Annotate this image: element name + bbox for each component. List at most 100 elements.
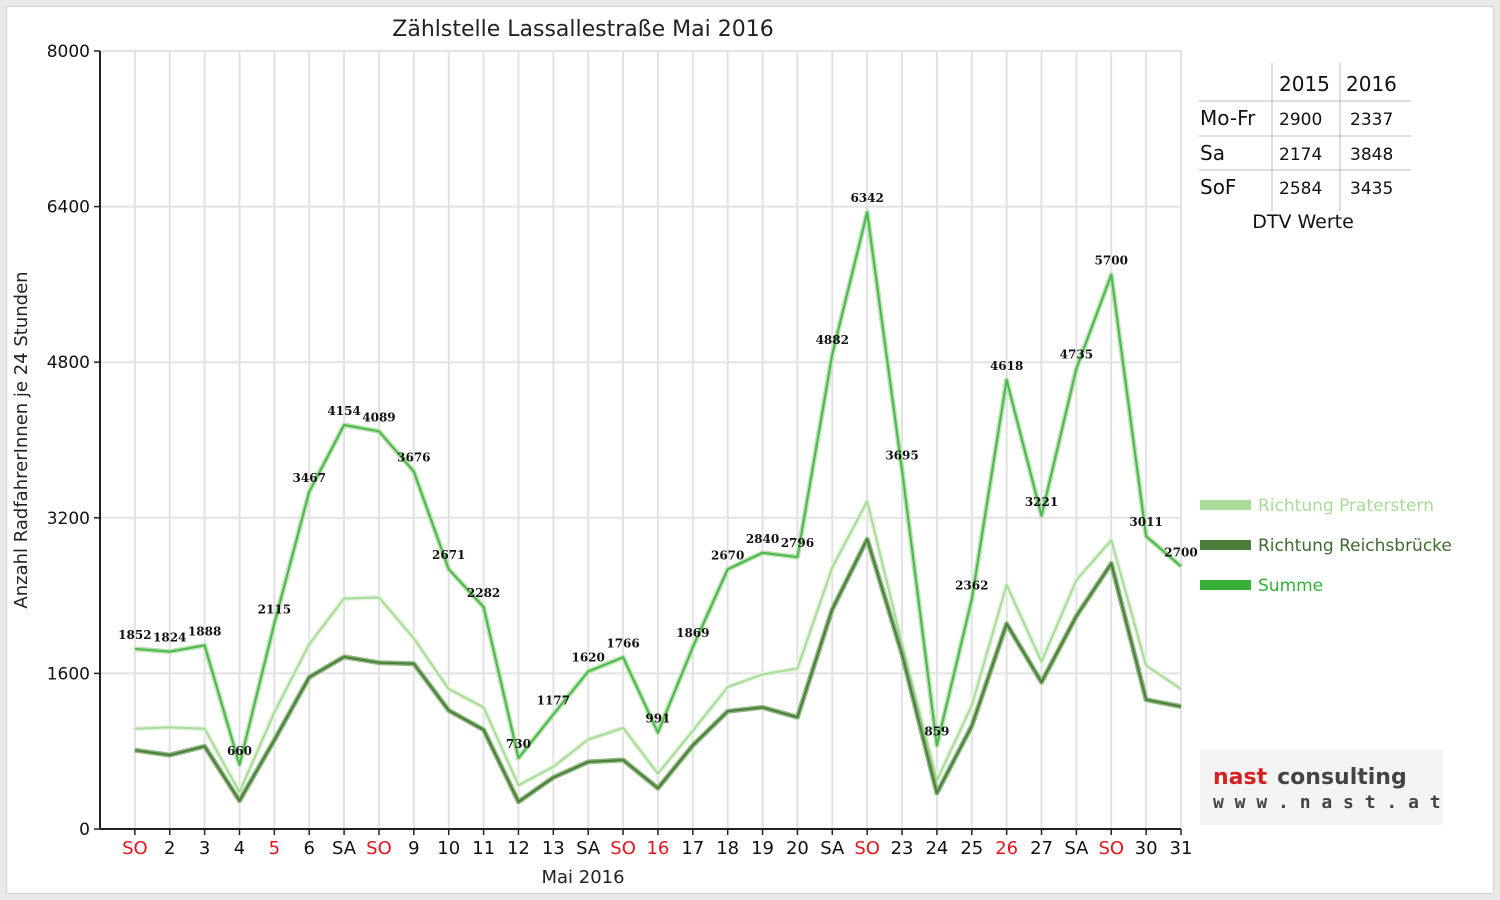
data-label: 3221 [1025, 495, 1058, 509]
data-label: 4735 [1060, 348, 1093, 362]
x-tick-label: SO [610, 838, 636, 859]
y-tick-label: 0 [79, 820, 90, 840]
data-label: 4618 [990, 359, 1023, 373]
data-label: 1766 [606, 636, 639, 650]
data-label: 4882 [816, 333, 849, 347]
table-cell: 3848 [1350, 145, 1393, 165]
data-label: 2840 [746, 532, 779, 546]
x-tick-label: SA [576, 838, 601, 859]
x-tick-label: SA [332, 838, 357, 859]
data-label: 1852 [118, 628, 151, 642]
data-label: 4154 [327, 404, 360, 418]
x-tick-label: 18 [716, 838, 739, 859]
data-label: 2282 [467, 586, 500, 600]
x-tick-label: 20 [786, 838, 809, 859]
logo-url: w w w . n a s t . a t [1213, 792, 1441, 813]
x-tick-label: SO [366, 838, 392, 859]
legend-swatch-praterstern [1200, 500, 1251, 510]
data-label: 3011 [1129, 515, 1162, 529]
table-caption: DTV Werte [1252, 211, 1354, 233]
y-axis-title: Anzahl RadfahrerInnen je 24 Stunden [11, 271, 32, 608]
x-tick-label: SA [820, 838, 845, 859]
data-label: 1177 [537, 694, 570, 708]
data-label: 730 [506, 737, 531, 751]
data-label: 859 [924, 724, 949, 738]
data-label: 2796 [781, 536, 814, 550]
series-lines [134, 209, 1183, 805]
legend-swatch-summe [1200, 580, 1251, 590]
series-line-summe [134, 211, 1182, 766]
dtv-table: 2015 2016 Mo-Fr 2900 2337 Sa 2174 3848 S… [1199, 63, 1411, 233]
x-axis-title: Mai 2016 [541, 867, 624, 888]
x-tick-label: 26 [995, 838, 1018, 859]
x-tick-label: 4 [234, 838, 245, 859]
x-tick-label: SA [1064, 838, 1089, 859]
x-tick-label: 16 [646, 838, 669, 859]
data-label: 2362 [955, 578, 988, 592]
chart-svg: 0 1600 3200 4800 6400 8000 SO 2 3 4 5 6 SA SO 9 10 11 12 1… [11, 17, 1452, 888]
data-label: 1824 [153, 631, 186, 645]
data-label: 1888 [188, 624, 221, 638]
x-tick-label: 5 [269, 838, 280, 859]
data-label: 660 [227, 744, 252, 758]
data-label: 3695 [885, 449, 918, 463]
x-tick-label: 27 [1030, 838, 1053, 859]
x-tick-label: 17 [681, 838, 704, 859]
table-header-2016: 2016 [1346, 72, 1397, 96]
table-cell: 2900 [1279, 110, 1322, 130]
x-tick-label: 9 [408, 838, 419, 859]
series-line-praterstern [134, 500, 1182, 793]
data-label: 1869 [676, 626, 709, 640]
data-labels: 1852 1824 1888 660 2115 3467 4154 4089 3676 2671 2… [118, 191, 1198, 758]
y-tick-label: 4800 [47, 353, 90, 373]
x-tick-label: 31 [1170, 838, 1193, 859]
series-line-reichsbruecke [134, 538, 1182, 803]
x-tick-label: 25 [960, 838, 983, 859]
axes: 0 1600 3200 4800 6400 8000 SO 2 3 4 5 6 SA SO 9 10 11 12 1… [47, 42, 1193, 859]
data-label: 5700 [1095, 254, 1128, 268]
table-row-label: SoF [1200, 175, 1236, 199]
chart-frame: 0 1600 3200 4800 6400 8000 SO 2 3 4 5 6 SA SO 9 10 11 12 1… [6, 6, 1494, 894]
logo-wordmark: nast consulting [1213, 765, 1407, 790]
data-label: 2670 [711, 548, 744, 562]
x-tick-label: 23 [891, 838, 914, 859]
legend-label-reichsbruecke: Richtung Reichsbrücke [1258, 536, 1452, 556]
table-cell: 2584 [1279, 179, 1322, 199]
x-tick-label: SO [854, 838, 880, 859]
x-tick-label: 11 [472, 838, 495, 859]
data-label: 4089 [362, 410, 395, 424]
x-tick-label: 13 [542, 838, 565, 859]
table-cell: 3435 [1350, 179, 1393, 199]
legend: Richtung Praterstern Richtung Reichsbrüc… [1200, 496, 1452, 596]
chart-title: Zählstelle Lassallestraße Mai 2016 [392, 17, 773, 42]
x-tick-label: 30 [1135, 838, 1158, 859]
grid [100, 50, 1182, 829]
y-tick-label: 1600 [47, 664, 90, 684]
data-label: 3467 [293, 471, 326, 485]
x-tick-label: 24 [925, 838, 948, 859]
table-cell: 2337 [1350, 110, 1393, 130]
data-label: 2700 [1164, 545, 1197, 559]
data-label: 991 [645, 712, 670, 726]
table-header-2015: 2015 [1279, 72, 1330, 96]
data-label: 2671 [432, 548, 465, 562]
logo-background [1200, 750, 1443, 825]
data-label: 3676 [397, 451, 430, 465]
nast-consulting-logo: nast consulting w w w . n a s t . a t [1200, 750, 1443, 825]
x-tick-label: 19 [751, 838, 774, 859]
y-tick-label: 6400 [47, 198, 90, 218]
table-cell: 2174 [1279, 145, 1322, 165]
x-tick-label: 10 [437, 838, 460, 859]
data-label: 6342 [850, 191, 883, 205]
x-tick-label: 12 [507, 838, 530, 859]
legend-label-summe: Summe [1258, 576, 1323, 596]
x-tick-label: 2 [164, 838, 175, 859]
table-row-label: Mo-Fr [1200, 106, 1256, 130]
data-label: 2115 [258, 602, 291, 616]
legend-swatch-reichsbruecke [1200, 540, 1251, 550]
x-tick-label: 6 [303, 838, 314, 859]
x-tick-label: SO [122, 838, 148, 859]
y-tick-label: 8000 [47, 42, 90, 62]
x-tick-label: SO [1098, 838, 1124, 859]
y-tick-label: 3200 [47, 509, 90, 529]
